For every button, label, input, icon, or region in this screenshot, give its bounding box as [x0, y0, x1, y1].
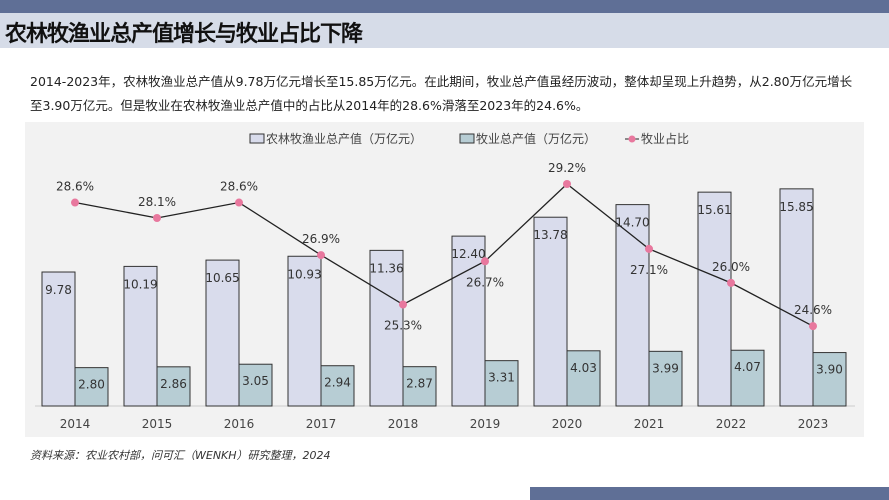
- data-label-total: 10.65: [205, 271, 239, 285]
- data-label-livestock: 2.87: [406, 377, 433, 391]
- bar-livestock: [484, 360, 519, 407]
- bar-livestock: [402, 366, 437, 407]
- chart: 农林牧渔业总产值（万亿元） 牧业总产值（万亿元） 牧业占比 9.78 2.80 2014 1…: [25, 122, 864, 437]
- data-label-total: 10.93: [287, 267, 321, 281]
- x-tick-label: 2020: [552, 417, 583, 431]
- line-marker: [399, 300, 407, 309]
- bar-total: [123, 265, 158, 407]
- bar-livestock: [730, 349, 765, 407]
- bar-total: [451, 235, 486, 407]
- data-label-livestock: 4.03: [570, 361, 597, 375]
- data-label-share: 24.6%: [794, 303, 832, 317]
- data-label-share: 25.3%: [384, 319, 422, 333]
- data-label-livestock: 3.90: [816, 363, 843, 377]
- data-label-total: 11.36: [369, 261, 403, 275]
- line-marker: [727, 278, 735, 287]
- data-label-total: 12.40: [451, 247, 485, 261]
- data-label-livestock: 3.31: [488, 371, 515, 385]
- data-label-share: 28.1%: [138, 195, 176, 209]
- legend-swatch: [459, 133, 475, 144]
- data-label-total: 15.85: [779, 200, 813, 214]
- data-label-livestock: 2.80: [78, 378, 105, 392]
- data-label-total: 9.78: [45, 283, 72, 297]
- bottom-band: [530, 487, 889, 500]
- x-tick-label: 2015: [142, 417, 173, 431]
- data-label-livestock: 2.86: [160, 377, 187, 391]
- bar-total: [205, 259, 240, 407]
- bar-total: [41, 271, 76, 407]
- x-tick-label: 2021: [634, 417, 665, 431]
- line-share: [74, 183, 814, 327]
- bar-total: [533, 216, 568, 407]
- line-marker: [71, 198, 79, 207]
- bar-livestock: [320, 365, 355, 407]
- line-marker: [153, 213, 161, 222]
- legend-label: 牧业占比: [641, 131, 689, 146]
- bar-total: [369, 249, 404, 407]
- legend-label: 农林牧渔业总产值（万亿元）: [266, 131, 422, 146]
- x-tick-label: 2016: [224, 417, 255, 431]
- x-tick-label: 2017: [306, 417, 337, 431]
- bar-livestock: [812, 352, 847, 407]
- data-label-share: 29.2%: [548, 161, 586, 175]
- data-label-livestock: 3.05: [242, 374, 269, 388]
- description: 2014-2023年，农林牧渔业总产值从9.78万亿元增长至15.85万亿元。在…: [30, 74, 853, 113]
- data-label-total: 10.19: [123, 277, 157, 291]
- bar-livestock: [566, 350, 601, 407]
- legend-label: 牧业总产值（万亿元）: [476, 131, 596, 146]
- x-tick-label: 2022: [716, 417, 747, 431]
- data-label-share: 27.1%: [630, 263, 668, 277]
- page-title: 农林牧渔业总产值增长与牧业占比下降: [5, 22, 363, 47]
- data-label-share: 26.9%: [302, 232, 340, 246]
- data-label-share: 26.7%: [466, 275, 504, 289]
- bar-total: [697, 191, 732, 407]
- bar-livestock: [238, 363, 273, 407]
- data-label-livestock: 3.99: [652, 361, 679, 375]
- line-marker: [235, 198, 243, 207]
- data-label-share: 28.6%: [220, 180, 258, 194]
- data-label-total: 13.78: [533, 228, 567, 242]
- x-tick-label: 2019: [470, 417, 501, 431]
- line-marker: [645, 244, 653, 253]
- line-marker: [481, 257, 489, 266]
- source-note: 资料来源：农业农村部，问可汇（WENKH）研究整理，2024: [30, 449, 331, 462]
- title-band: [0, 13, 889, 48]
- bar-total: [779, 188, 814, 407]
- line-marker: [563, 180, 571, 188]
- bar-livestock: [156, 366, 191, 407]
- legend-swatch: [249, 133, 265, 144]
- data-label-livestock: 4.07: [734, 360, 761, 374]
- top-band: [0, 0, 889, 13]
- line-marker: [809, 322, 817, 331]
- legend-marker: [628, 135, 636, 143]
- data-label-total: 15.61: [697, 203, 731, 217]
- data-label-livestock: 2.94: [324, 376, 351, 390]
- bar-livestock: [74, 367, 109, 407]
- data-label-total: 14.70: [615, 216, 649, 230]
- x-tick-label: 2018: [388, 417, 419, 431]
- bar-total: [287, 255, 322, 407]
- line-marker: [317, 251, 325, 260]
- x-tick-label: 2014: [60, 417, 91, 431]
- bar-livestock: [648, 350, 683, 407]
- x-tick-label: 2023: [798, 417, 829, 431]
- bar-total: [615, 204, 650, 407]
- data-label-share: 26.0%: [712, 260, 750, 274]
- data-label-share: 28.6%: [56, 180, 94, 194]
